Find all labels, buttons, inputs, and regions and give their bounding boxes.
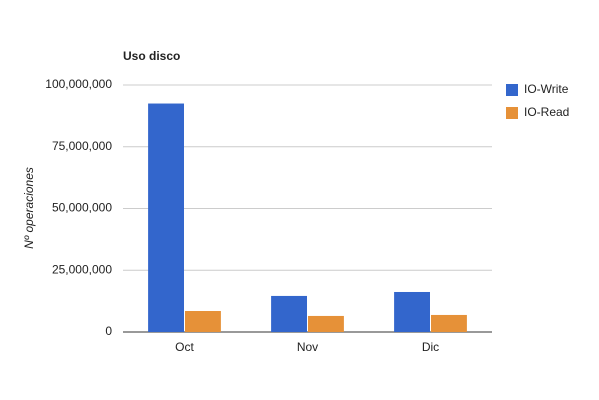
y-tick-label: 100,000,000 bbox=[45, 77, 112, 91]
x-tick-label: Oct bbox=[175, 340, 194, 354]
bar bbox=[185, 311, 221, 332]
x-tick-label: Nov bbox=[297, 340, 318, 354]
bar bbox=[431, 314, 467, 332]
legend-swatch bbox=[506, 107, 518, 119]
legend-label: IO-Write bbox=[524, 82, 569, 96]
bar bbox=[394, 291, 430, 332]
y-tick-label: 0 bbox=[105, 324, 112, 338]
x-tick-label: Dic bbox=[422, 340, 439, 354]
chart-title: Uso disco bbox=[123, 49, 180, 63]
y-tick-label: 75,000,000 bbox=[52, 139, 112, 153]
legend-swatch bbox=[506, 84, 518, 96]
bar bbox=[308, 315, 344, 332]
bar bbox=[271, 295, 307, 332]
y-axis-label: Nº operaciones bbox=[22, 167, 36, 249]
legend-label: IO-Read bbox=[524, 105, 569, 119]
y-tick-label: 25,000,000 bbox=[52, 262, 112, 276]
y-tick-label: 50,000,000 bbox=[52, 201, 112, 215]
bar bbox=[148, 103, 184, 333]
